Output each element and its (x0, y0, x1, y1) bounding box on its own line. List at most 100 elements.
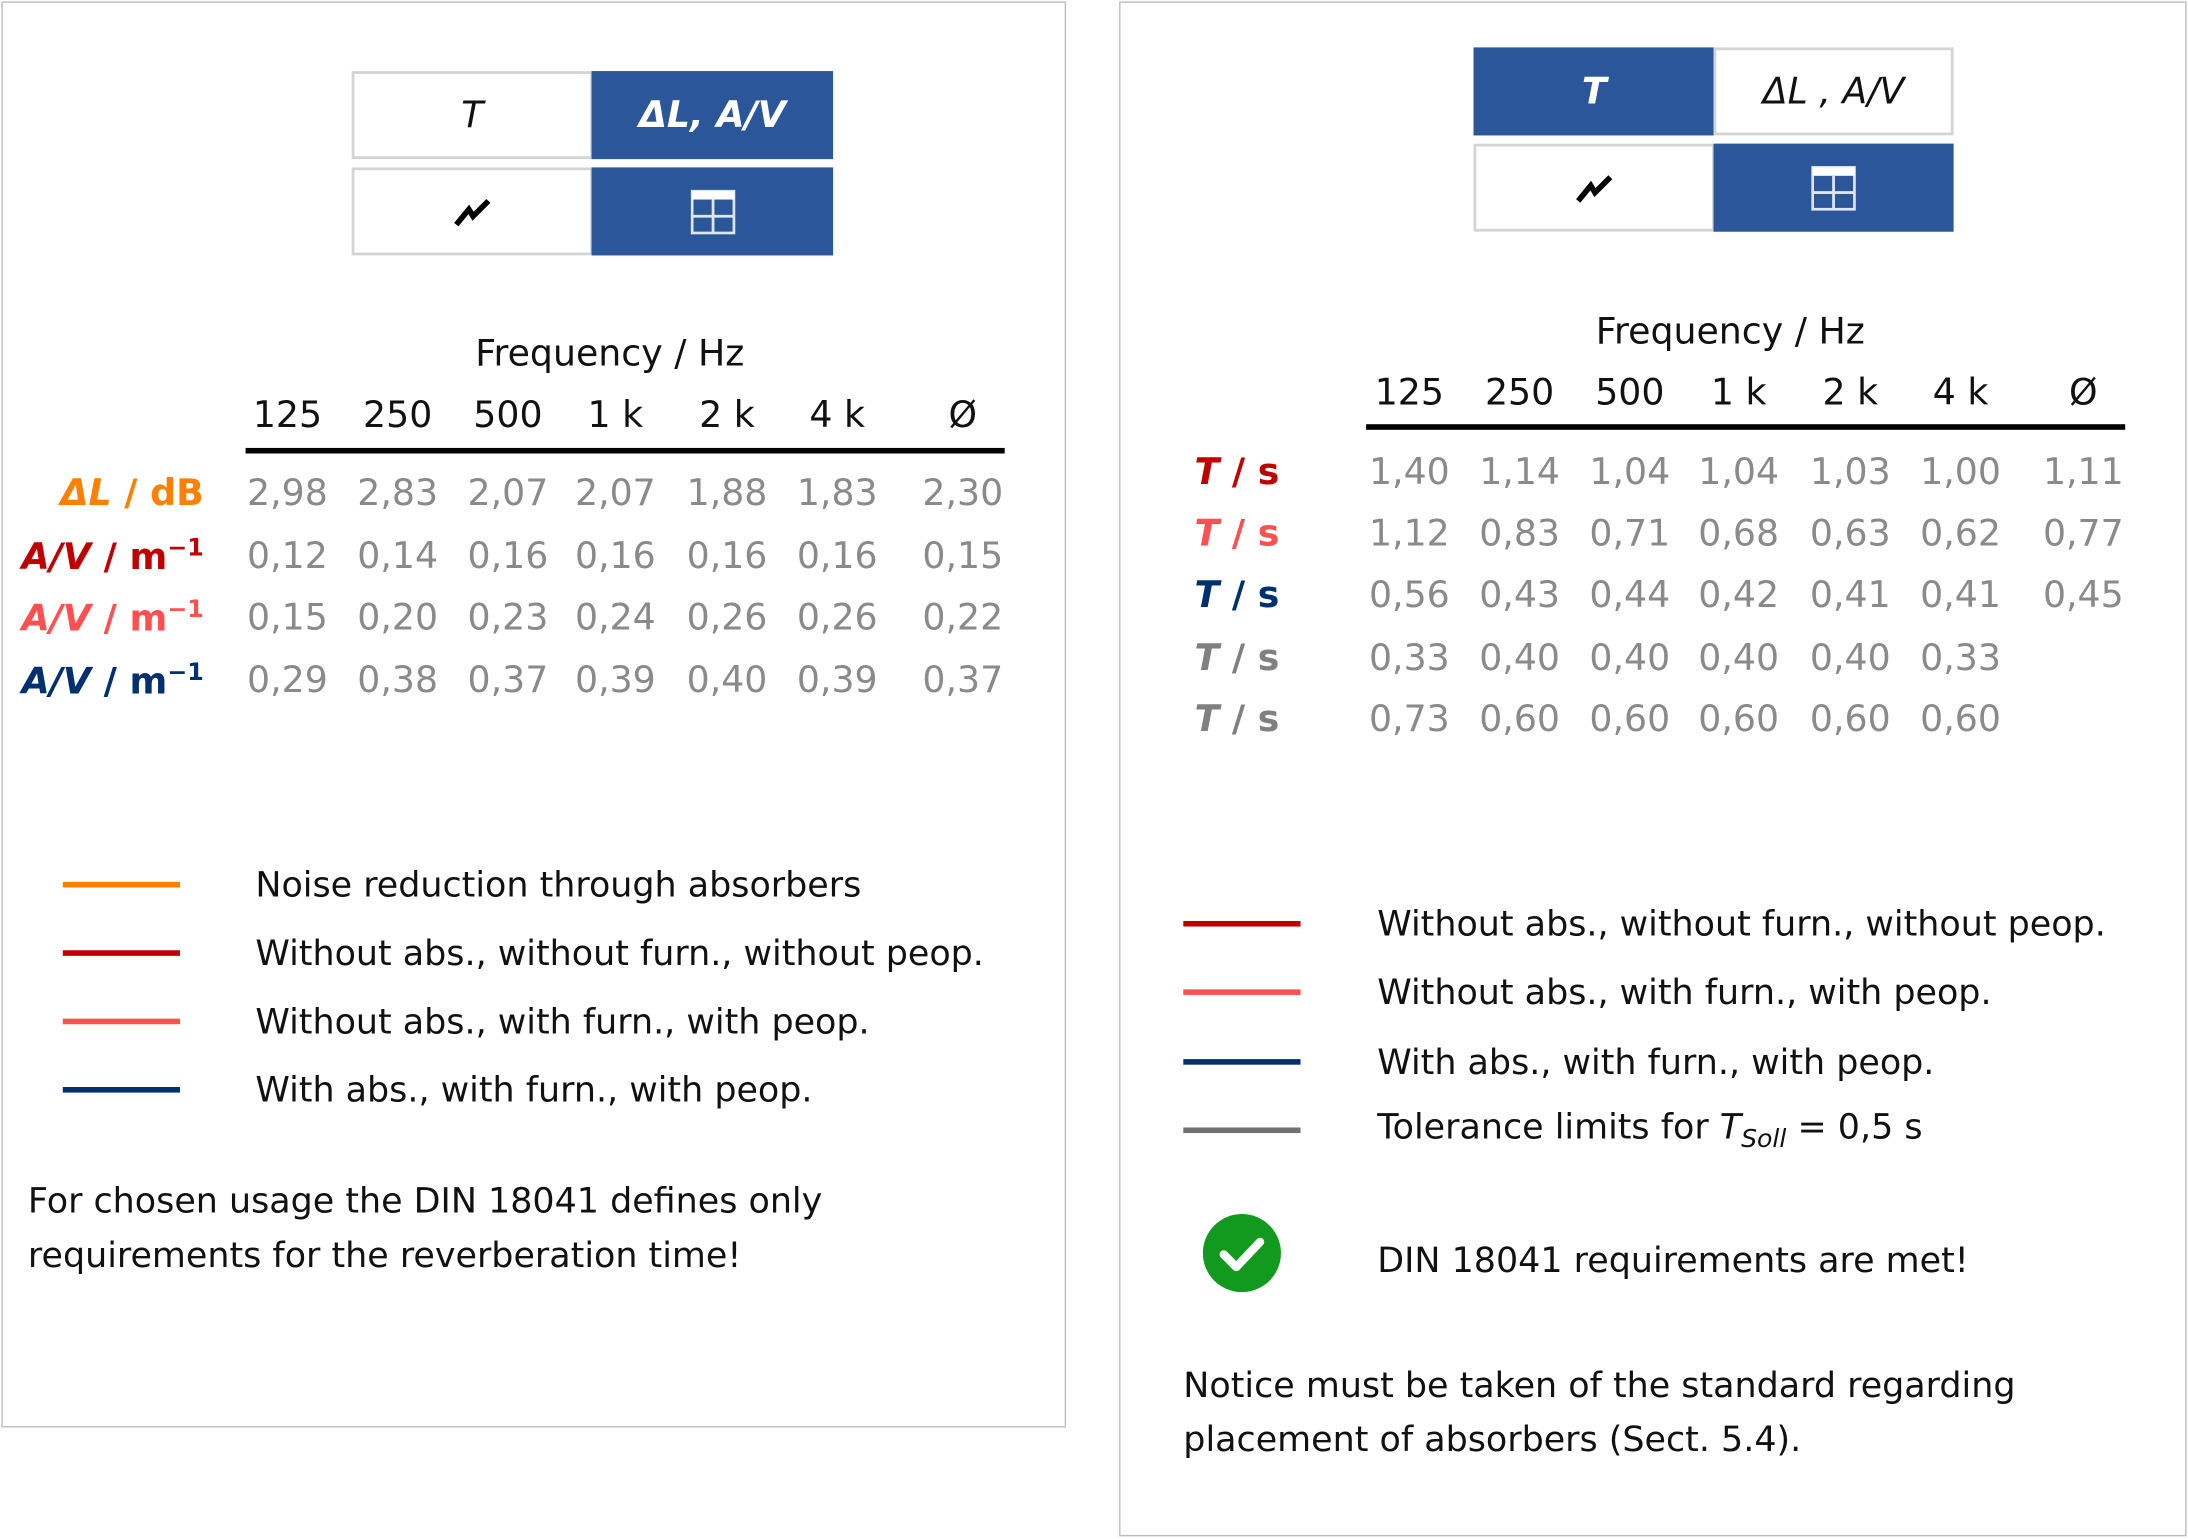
legend-label-text: Without abs., without furn., without peo… (255, 932, 984, 974)
t-toggle-button[interactable]: T (351, 71, 594, 160)
row-label-symbol: T (1194, 574, 1220, 617)
column-header: 500 (1595, 372, 1665, 415)
table-cell: 0,60 (1809, 699, 1891, 741)
table-cell: 0,41 (1809, 574, 1891, 617)
header-rule (1366, 424, 2126, 430)
line-chart-icon (1575, 174, 1612, 203)
legend-label-text: Without abs., with furn., with peop. (1377, 971, 1992, 1013)
table-cell: 0,38 (357, 660, 439, 702)
table-cell: 1,11 (2042, 452, 2124, 494)
table-cell: 0,41 (1920, 574, 2001, 617)
table-cell: 1,40 (1368, 452, 1450, 494)
usage-note: For chosen usage the DIN 18041 defines o… (28, 1174, 822, 1283)
table-cell: 0,43 (1479, 574, 1560, 617)
table-cell: 2,30 (922, 473, 1004, 515)
table-cell: 2,83 (357, 473, 439, 515)
legend-label-tail: = 0,5 s (1786, 1106, 1923, 1148)
row-label-symbol: T (1194, 513, 1220, 556)
table-cell: 0,37 (922, 660, 1004, 702)
row-label: T / s (1194, 575, 1279, 617)
column-header: 4 k (809, 394, 866, 437)
table-cell: 0,56 (1368, 574, 1450, 617)
row-label-exponent: −1 (167, 596, 204, 624)
row-label-symbol: A/V (21, 598, 92, 641)
legend-line-swatch (1183, 920, 1301, 927)
dl-av-toggle-button[interactable]: ΔL , A/V (1713, 47, 1954, 136)
row-label: T / s (1194, 452, 1279, 494)
line-chart-icon (453, 198, 490, 226)
table-view-button[interactable] (591, 167, 834, 256)
table-cell: 0,60 (1920, 699, 2001, 741)
table-cell: 0,20 (357, 597, 439, 640)
table-cell: 0,24 (574, 597, 656, 640)
table-cell: 0,15 (247, 597, 328, 640)
table-cell: 1,03 (1809, 452, 1891, 494)
row-label: A/V / m−1 (22, 596, 204, 640)
table-cell: 0,71 (1589, 513, 1671, 556)
table-icon (1811, 165, 1856, 211)
legend-line-swatch (1183, 1127, 1301, 1134)
legend-line-swatch (62, 950, 181, 956)
legend-label: Tolerance limits for TSoll = 0,5 s (1377, 1107, 1922, 1154)
chart-view-button[interactable] (351, 167, 594, 256)
legend-label-text: With abs., with furn., with peop. (255, 1069, 813, 1111)
row-label-symbol: A/V (21, 661, 92, 704)
table-view-button[interactable] (1713, 143, 1954, 232)
header-rule (245, 447, 1005, 454)
table-cell: 0,83 (1479, 513, 1560, 556)
row-label-symbol: T (1194, 637, 1220, 680)
table-cell: 0,33 (1368, 637, 1450, 680)
row-label: T / s (1194, 514, 1279, 556)
row-label-symbol: A/V (21, 536, 92, 579)
column-header: Ø (2069, 372, 2098, 415)
column-header: 125 (252, 394, 323, 437)
table-cell: 0,40 (1589, 637, 1671, 680)
table-cell: 2,98 (247, 473, 328, 515)
column-header: 1 k (587, 394, 644, 437)
row-label-unit: / s (1219, 452, 1280, 494)
legend-label-text: Noise reduction through absorbers (255, 864, 862, 905)
column-header: 4 k (1932, 372, 1989, 415)
legend-line-swatch (1183, 989, 1301, 995)
table-cell: 0,42 (1698, 574, 1780, 617)
table-cell: 1,04 (1698, 452, 1780, 494)
row-label-unit: / s (1219, 699, 1280, 741)
legend-line-swatch (1183, 1059, 1301, 1065)
row-label-exponent: −1 (167, 534, 204, 563)
row-label: ΔL / dB (60, 473, 203, 515)
column-header: 2 k (699, 394, 755, 437)
legend-label-text: Tolerance limits for (1377, 1106, 1720, 1148)
table-cell: 0,62 (1920, 513, 2001, 556)
table-cell: 1,12 (1368, 513, 1450, 556)
column-header: 500 (473, 394, 543, 437)
table-cell: 0,40 (1809, 637, 1891, 680)
row-label-exponent: −1 (167, 658, 204, 687)
table-cell: 0,73 (1368, 699, 1450, 741)
placement-note-line1: Notice must be taken of the standard reg… (1183, 1364, 2016, 1406)
table-cell: 0,40 (1698, 637, 1780, 680)
row-label-unit: / s (1219, 513, 1280, 556)
row-label: A/V / m−1 (22, 659, 204, 703)
table-cell: 0,45 (2042, 574, 2124, 617)
dl-av-label: ΔL, A/V (638, 94, 786, 137)
legend-label: Without abs., without furn., without peo… (255, 933, 984, 973)
row-label: T / s (1194, 699, 1279, 741)
frequency-title: Frequency / Hz (1595, 311, 1865, 354)
table-cell: 0,60 (1479, 699, 1560, 741)
row-label-unit: / m (91, 536, 168, 579)
row-label-unit: / s (1219, 637, 1280, 680)
dl-av-toggle-button[interactable]: ΔL, A/V (591, 71, 834, 160)
chart-view-button[interactable] (1473, 143, 1715, 232)
legend-label: With abs., with furn., with peop. (255, 1070, 812, 1110)
row-label: A/V / m−1 (22, 535, 204, 579)
column-header: 125 (1374, 372, 1444, 415)
usage-note-line2: requirements for the reverberation time! (27, 1234, 742, 1276)
row-label-unit: / m (91, 598, 168, 641)
row-label-unit: / dB (111, 473, 204, 515)
table-cell: 1,04 (1589, 452, 1671, 494)
table-cell: 1,83 (796, 473, 878, 515)
t-toggle-button[interactable]: T (1473, 47, 1715, 136)
placement-note-line2: placement of absorbers (Sect. 5.4). (1183, 1419, 1802, 1460)
legend-line-swatch (62, 1087, 181, 1093)
frequency-title: Frequency / Hz (475, 333, 745, 376)
